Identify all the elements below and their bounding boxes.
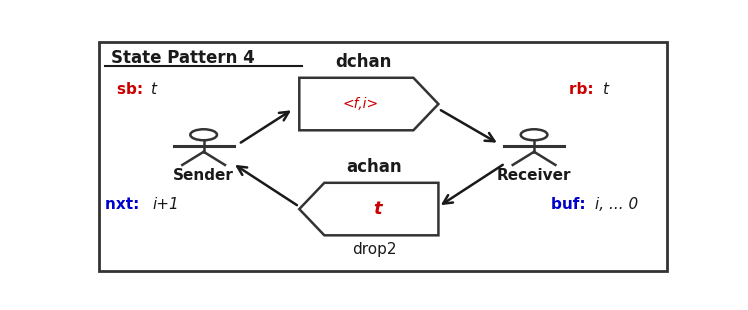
Text: <f,i>: <f,i> [343,97,378,111]
Text: drop2: drop2 [352,242,396,258]
Text: i+1: i+1 [153,197,180,212]
Text: achan: achan [346,158,402,176]
Text: i, ... 0: i, ... 0 [595,197,638,212]
Text: dchan: dchan [335,53,391,71]
Text: Receiver: Receiver [497,168,571,183]
Text: rb:: rb: [569,82,598,97]
Text: sb:: sb: [117,82,148,97]
Text: Sender: Sender [174,168,234,183]
Text: t: t [150,82,156,97]
Text: t: t [602,82,608,97]
Text: State Pattern 4: State Pattern 4 [111,49,254,67]
Text: buf:: buf: [551,197,592,212]
Text: nxt:: nxt: [105,197,144,212]
Polygon shape [299,183,438,235]
Polygon shape [299,78,438,130]
Text: t: t [373,200,381,218]
